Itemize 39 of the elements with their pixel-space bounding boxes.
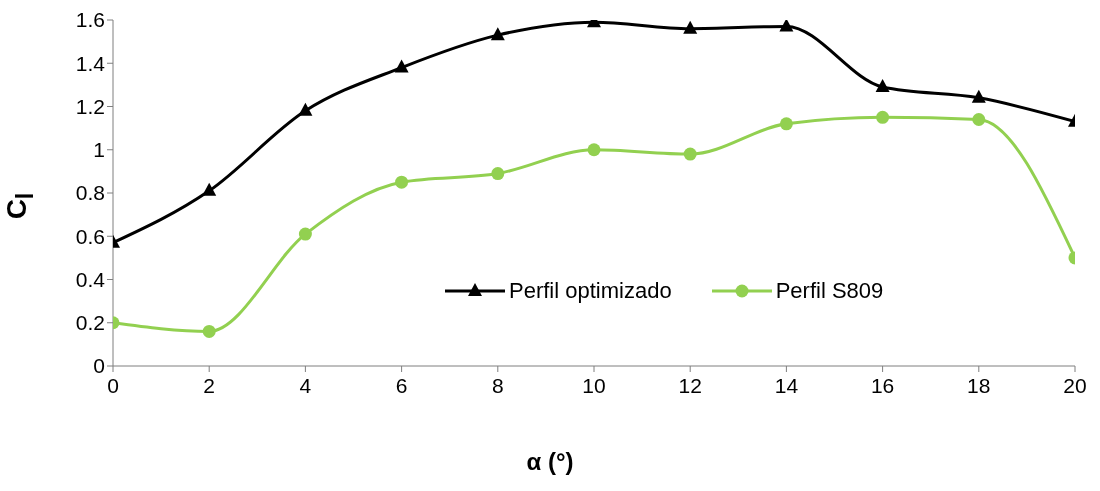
point [298, 227, 312, 241]
x-tick-label: 20 [1063, 373, 1087, 397]
x-tick-label: 10 [582, 373, 606, 397]
point [876, 110, 890, 124]
point [394, 59, 409, 73]
point [683, 147, 697, 161]
point [202, 324, 216, 338]
y-tick-label: 1.4 [75, 51, 106, 75]
x-tick-label: 2 [203, 373, 216, 397]
x-tick-label: 8 [491, 373, 504, 397]
x-tick-label: 12 [678, 373, 702, 397]
y-tick-label: 0.8 [75, 181, 105, 205]
point [587, 143, 601, 157]
point [779, 20, 794, 32]
point [202, 182, 217, 196]
y-tick-label: 1.2 [75, 94, 105, 118]
y-tick-label: 0 [93, 354, 105, 378]
point [779, 117, 793, 131]
x-tick-label: 16 [870, 373, 895, 397]
legend-label: Perfil optimizado [509, 278, 672, 304]
x-axis-title: α (°) [525, 448, 575, 476]
y-tick-label: 0.4 [75, 267, 106, 291]
y-tick-label: 0.2 [75, 311, 105, 335]
x-tick-label: 18 [967, 373, 991, 397]
legend-label: Perfil S809 [775, 278, 884, 304]
point [683, 20, 698, 34]
point [972, 112, 986, 126]
point [298, 102, 313, 116]
point [395, 175, 409, 189]
x-tick-label: 4 [299, 373, 312, 397]
x-tick-label: 6 [395, 373, 408, 397]
point [875, 79, 890, 93]
x-tick-label: 14 [774, 373, 799, 397]
y-tick-label: 1.6 [75, 8, 105, 32]
y-tick-label: 1 [93, 138, 105, 162]
point [971, 89, 986, 103]
y-tick-label: 0.6 [75, 224, 105, 248]
point [490, 27, 505, 41]
point [491, 167, 505, 181]
